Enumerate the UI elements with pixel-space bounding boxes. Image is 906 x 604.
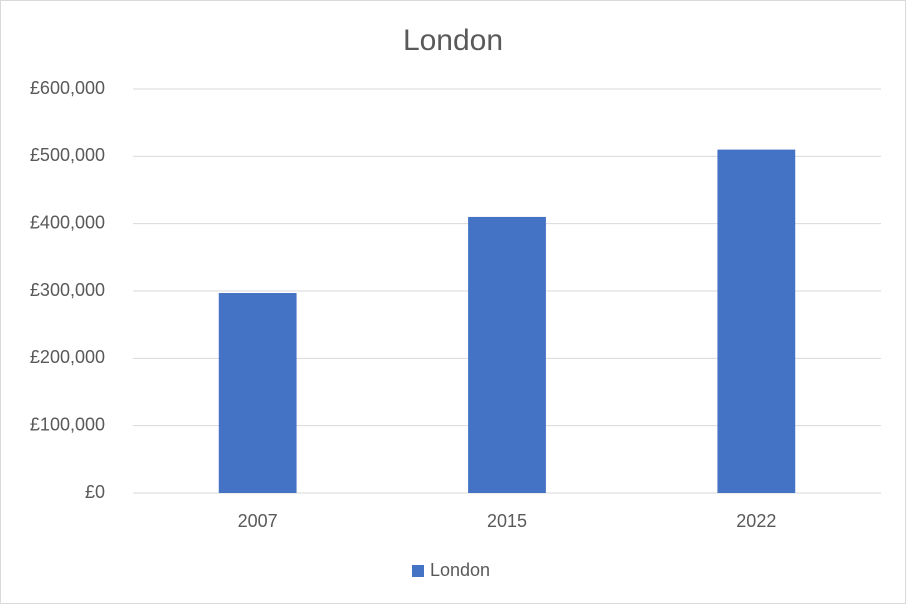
y-tick-label: £600,000 <box>30 78 105 98</box>
bar <box>468 216 546 493</box>
y-tick-label: £500,000 <box>30 145 105 165</box>
legend-label: London <box>430 560 490 580</box>
bar <box>717 149 796 493</box>
legend-swatch <box>412 565 424 577</box>
y-tick-label: £100,000 <box>30 414 105 434</box>
bar <box>218 293 297 493</box>
chart-title: London <box>403 24 503 57</box>
x-tick-label: 2015 <box>487 511 527 531</box>
y-tick-label: £300,000 <box>30 280 105 300</box>
x-tick-label: 2022 <box>736 511 776 531</box>
y-tick-label: £0 <box>85 482 105 502</box>
y-tick-label: £200,000 <box>30 347 105 367</box>
y-tick-label: £400,000 <box>30 212 105 232</box>
x-tick-label: 2007 <box>238 511 278 531</box>
